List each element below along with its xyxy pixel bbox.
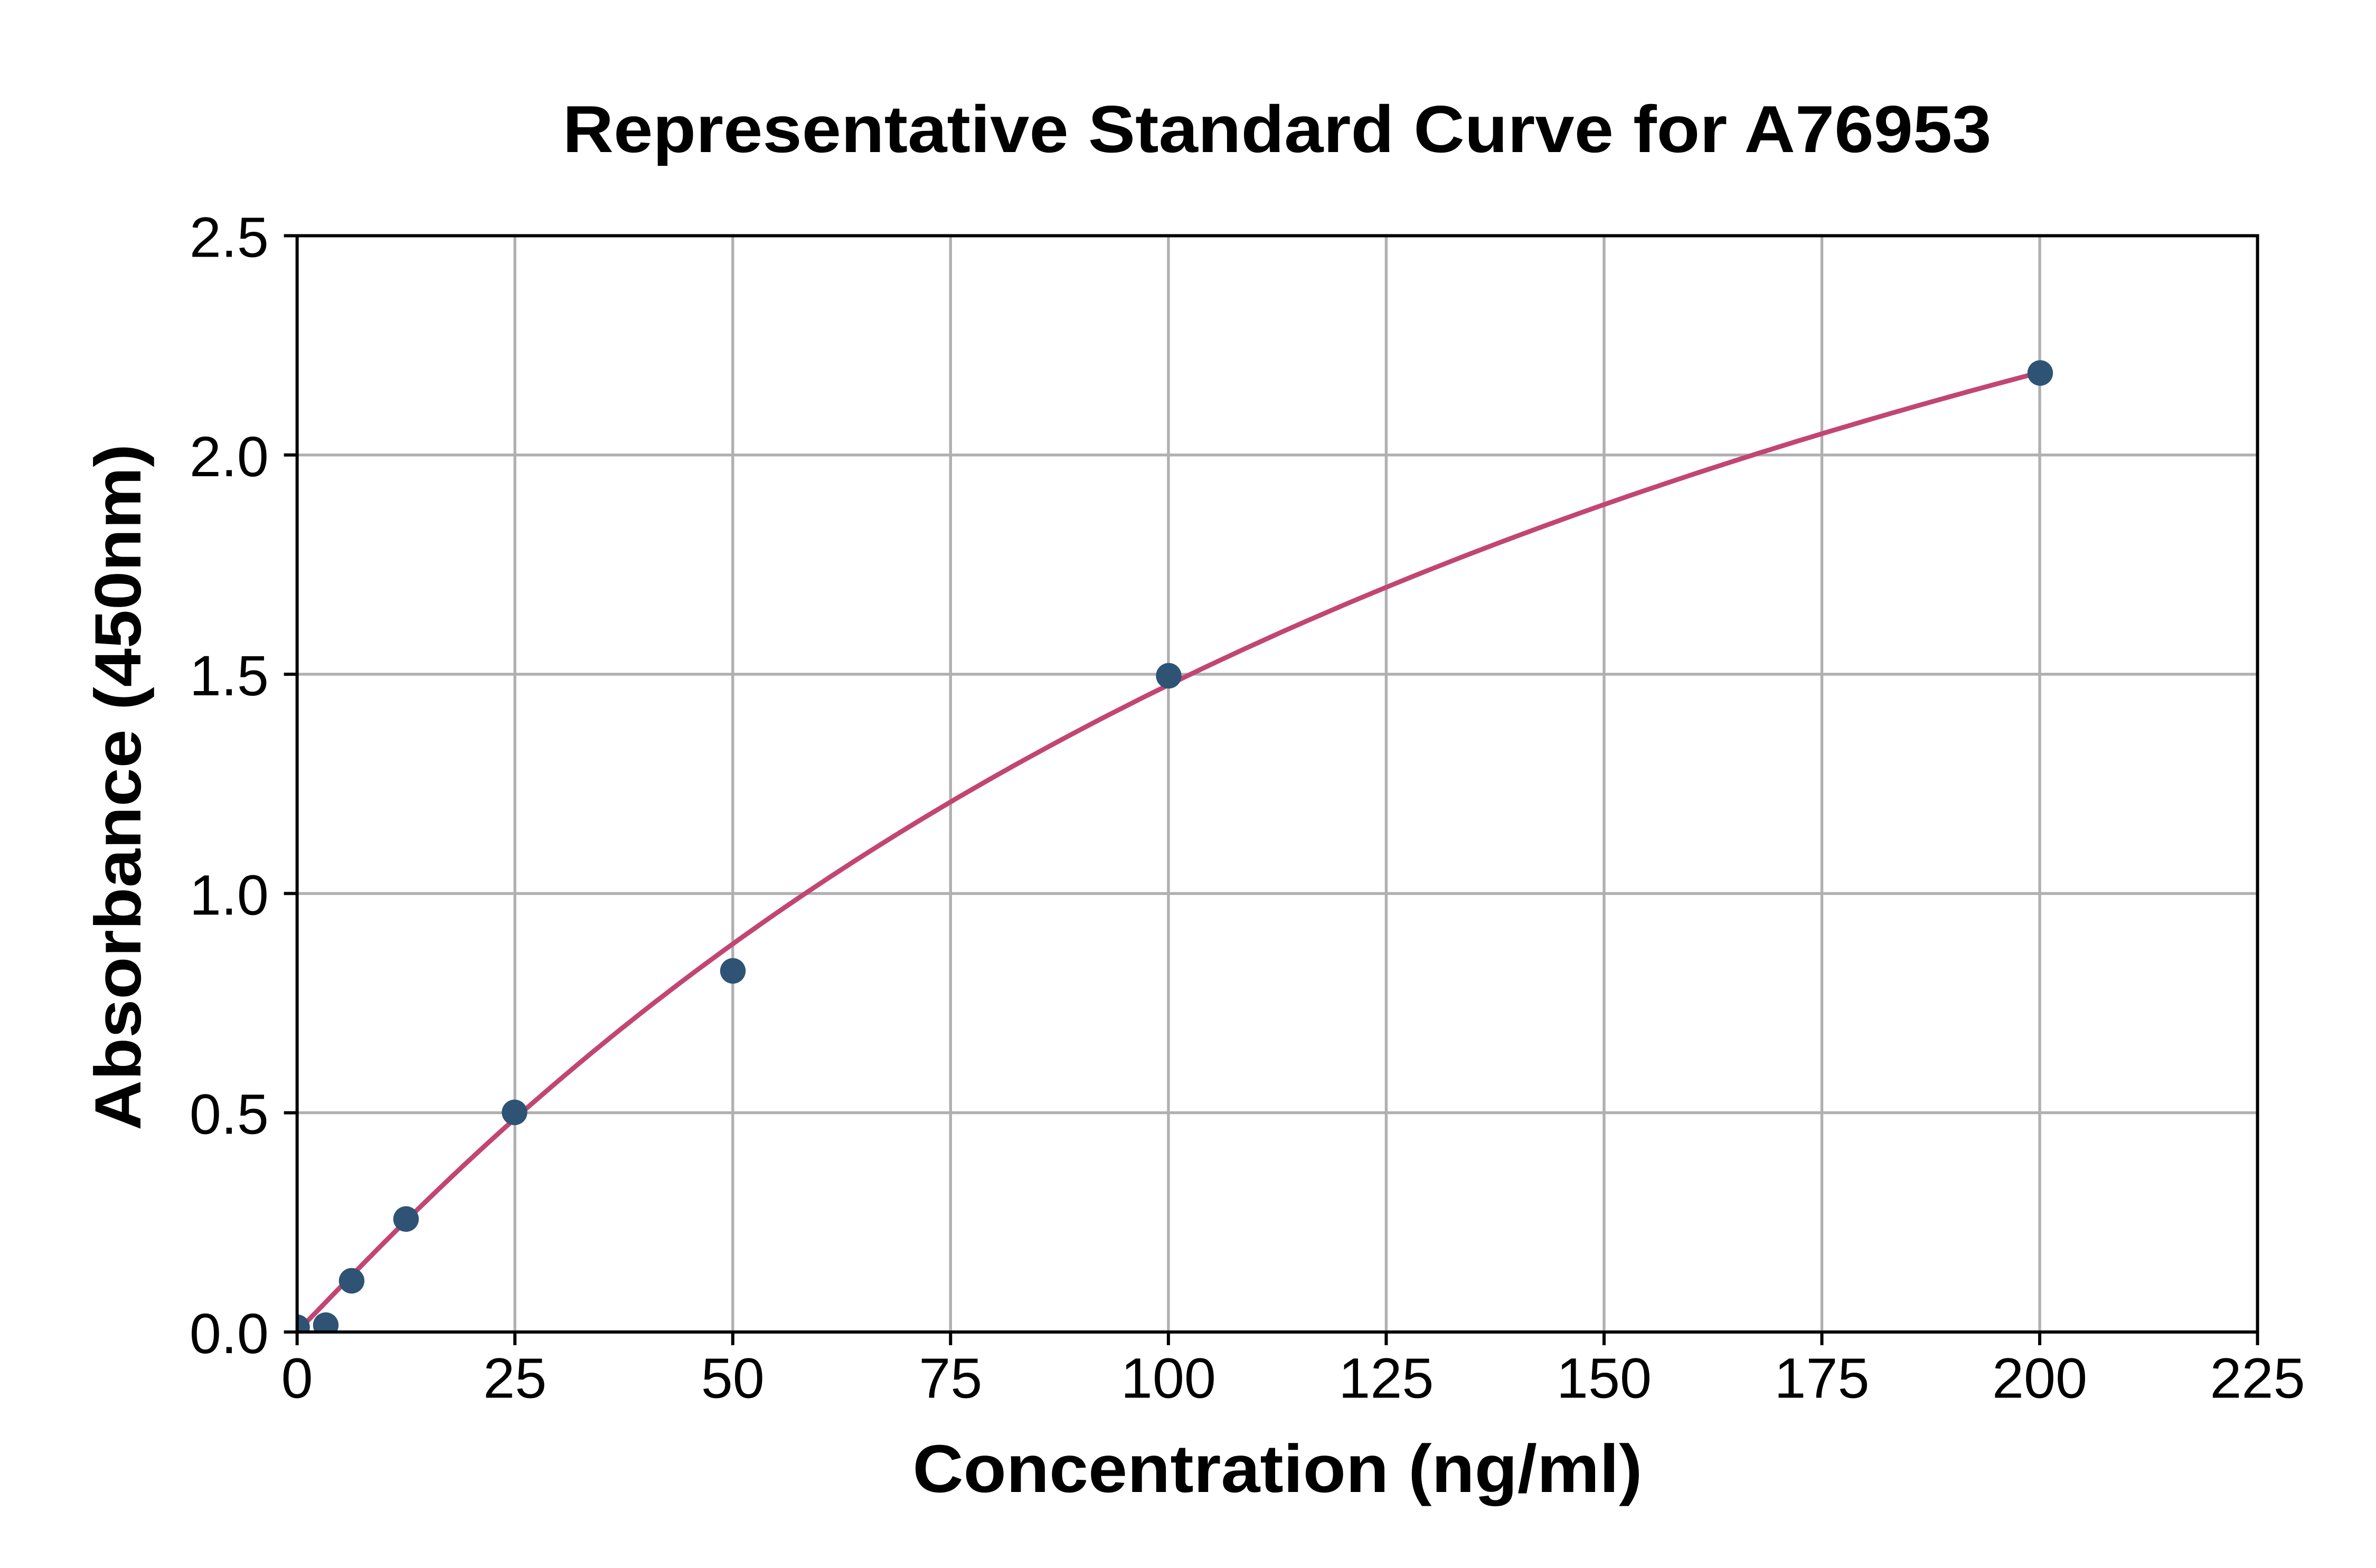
svg-text:175: 175 <box>1774 1346 1869 1410</box>
svg-text:25: 25 <box>483 1346 546 1410</box>
svg-text:0.0: 0.0 <box>190 1301 269 1365</box>
svg-text:0: 0 <box>281 1346 313 1410</box>
svg-text:2.5: 2.5 <box>190 205 269 269</box>
svg-text:0.5: 0.5 <box>190 1082 269 1146</box>
svg-text:Representative Standard Curve: Representative Standard Curve for A76953 <box>563 92 1992 166</box>
svg-text:50: 50 <box>701 1346 765 1410</box>
svg-text:125: 125 <box>1338 1346 1434 1410</box>
svg-text:225: 225 <box>2210 1346 2305 1410</box>
svg-text:100: 100 <box>1121 1346 1216 1410</box>
svg-text:1.0: 1.0 <box>190 863 269 927</box>
svg-text:150: 150 <box>1557 1346 1652 1410</box>
svg-text:75: 75 <box>919 1346 982 1410</box>
svg-text:Absorbance (450nm): Absorbance (450nm) <box>82 444 155 1130</box>
svg-text:200: 200 <box>1992 1346 2087 1410</box>
svg-text:1.5: 1.5 <box>190 644 269 707</box>
svg-text:2.0: 2.0 <box>190 424 269 488</box>
svg-text:Concentration (ng/ml): Concentration (ng/ml) <box>913 1431 1643 1507</box>
